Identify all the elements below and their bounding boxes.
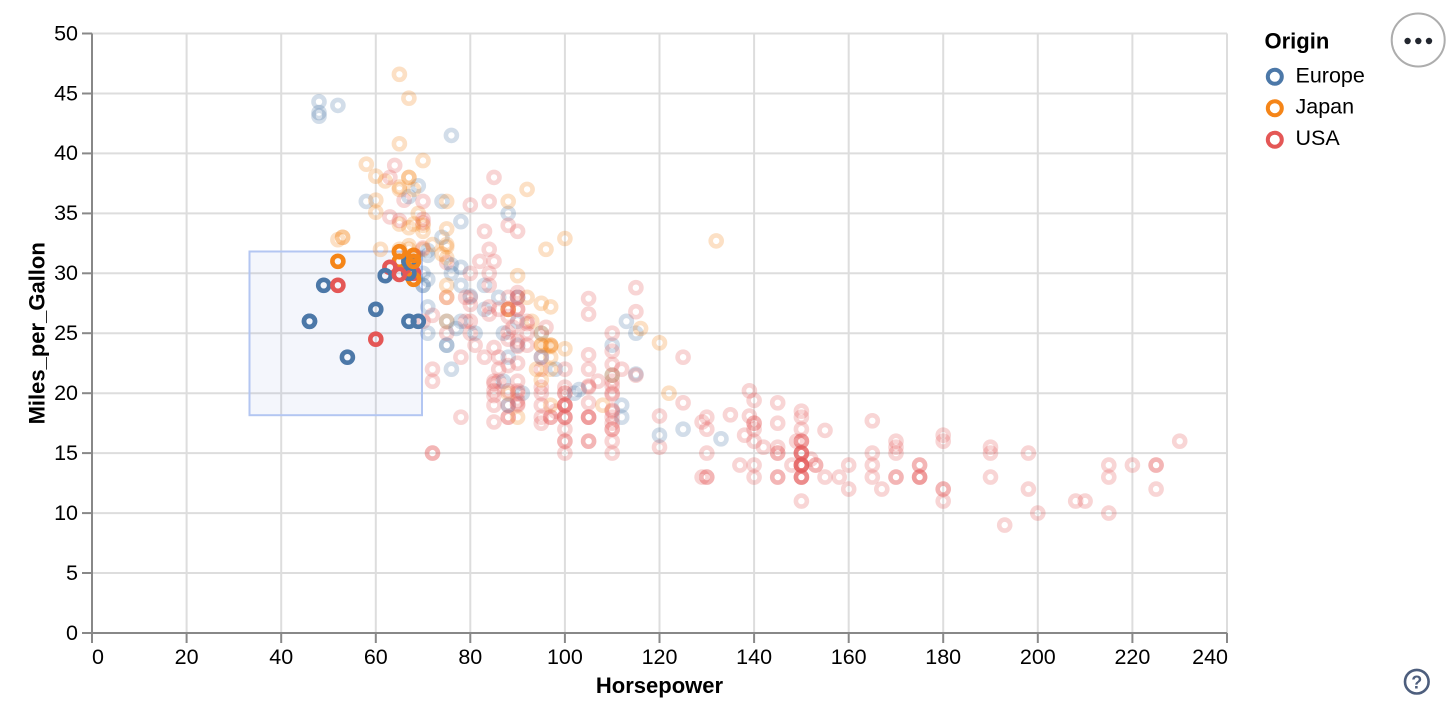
svg-text:160: 160 <box>831 645 867 669</box>
svg-text:35: 35 <box>54 201 78 225</box>
svg-text:20: 20 <box>175 645 199 669</box>
svg-text:0: 0 <box>66 621 78 645</box>
svg-text:25: 25 <box>54 321 78 345</box>
svg-text:20: 20 <box>54 381 78 405</box>
svg-text:80: 80 <box>458 645 482 669</box>
svg-text:180: 180 <box>925 645 961 669</box>
svg-text:15: 15 <box>54 441 78 465</box>
svg-text:Japan: Japan <box>1296 95 1355 119</box>
svg-text:240: 240 <box>1192 645 1228 669</box>
svg-text:?: ? <box>1411 673 1422 693</box>
svg-text:120: 120 <box>642 645 678 669</box>
svg-text:200: 200 <box>1020 645 1056 669</box>
svg-text:40: 40 <box>269 645 293 669</box>
svg-text:10: 10 <box>54 501 78 525</box>
svg-text:220: 220 <box>1114 645 1150 669</box>
svg-text:40: 40 <box>54 141 78 165</box>
svg-text:Europe: Europe <box>1296 63 1365 87</box>
svg-text:0: 0 <box>92 645 104 669</box>
svg-text:Horsepower: Horsepower <box>596 673 724 698</box>
svg-text:45: 45 <box>54 81 78 105</box>
svg-text:140: 140 <box>736 645 772 669</box>
svg-text:100: 100 <box>547 645 583 669</box>
svg-text:60: 60 <box>364 645 388 669</box>
svg-text:30: 30 <box>54 261 78 285</box>
svg-text:USA: USA <box>1296 126 1341 150</box>
svg-text:Miles_per_Gallon: Miles_per_Gallon <box>25 242 50 424</box>
svg-text:Origin: Origin <box>1265 29 1330 54</box>
svg-text:50: 50 <box>54 21 78 45</box>
svg-text:5: 5 <box>66 561 78 585</box>
